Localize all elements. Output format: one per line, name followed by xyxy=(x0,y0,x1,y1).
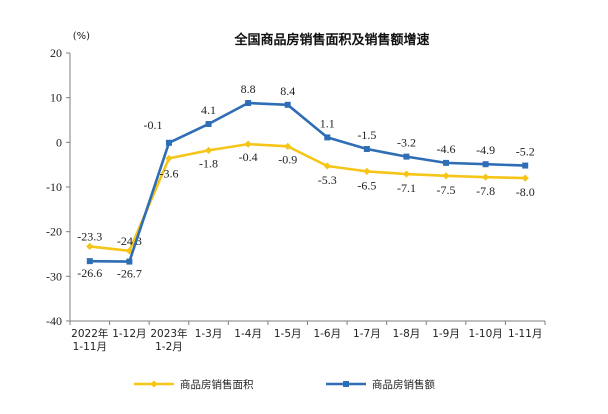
data-point xyxy=(403,153,410,160)
data-point xyxy=(402,170,411,178)
x-tick-label: 1-11月 xyxy=(73,341,107,353)
data-point xyxy=(245,100,252,107)
series-line xyxy=(89,142,526,253)
x-tick-label: 1-10月 xyxy=(468,328,502,340)
data-label: 4.1 xyxy=(201,103,216,117)
data-point xyxy=(482,161,489,168)
data-label: -0.4 xyxy=(239,150,258,164)
x-tick-label: 1-3月 xyxy=(195,328,223,340)
data-point xyxy=(482,173,490,181)
y-tick-label: 20 xyxy=(50,46,62,60)
y-tick-label: 10 xyxy=(50,91,62,105)
data-point xyxy=(204,146,213,154)
data-point xyxy=(244,140,252,148)
data-point xyxy=(205,121,212,128)
data-label: -7.8 xyxy=(476,184,495,198)
legend-label: 商品房销售额 xyxy=(372,378,435,391)
data-label: -0.1 xyxy=(143,118,162,132)
data-label: -1.5 xyxy=(357,128,376,142)
series-layer: -23.3 -24.3-3.6-1.8 -0.4 -0.9-5.3 -6.5 -7.1 -7… xyxy=(77,82,534,281)
chart-title: 全国商品房销售面积及销售额增速 xyxy=(233,32,429,48)
data-label: -3.2 xyxy=(397,136,416,150)
data-point xyxy=(522,162,529,169)
y-axis-unit: (%) xyxy=(73,31,90,42)
x-tick-label: 1-6月 xyxy=(313,328,341,340)
data-label: -6.5 xyxy=(357,178,376,192)
x-tick-label: 1-8月 xyxy=(393,328,421,340)
x-tick-label: 1-12月 xyxy=(112,328,146,340)
data-label: -8.0 xyxy=(516,185,535,199)
data-point xyxy=(165,154,173,163)
data-label: -1.8 xyxy=(199,156,218,170)
data-label: 8.8 xyxy=(241,82,256,96)
data-label: -23.3 xyxy=(77,229,102,243)
legend-marker xyxy=(150,380,158,388)
data-label: 8.4 xyxy=(280,84,295,98)
series-area: -23.3 -24.3-3.6-1.8 -0.4 -0.9-5.3 -6.5 -7.1 -7… xyxy=(77,140,535,255)
series-line xyxy=(89,101,526,263)
data-label: -5.3 xyxy=(318,173,337,187)
data-point xyxy=(284,101,291,108)
series-sales: -26.6 -26.7 -0.1 4.1 8.8 8.4 1.1 -1.5 -3.2 -4.6 -4… xyxy=(77,82,534,281)
x-tick-label: 1-9月 xyxy=(432,328,460,340)
data-point xyxy=(521,174,529,182)
legend-item: 商品房销售额 xyxy=(326,378,435,391)
x-tick-label: 1-11月 xyxy=(508,328,542,340)
x-tick-label: 1-2月 xyxy=(155,341,183,353)
y-tick-label: -40 xyxy=(46,314,62,328)
data-point xyxy=(165,139,172,146)
legend-item: 商品房销售面积 xyxy=(134,378,254,391)
y-tick-label: -30 xyxy=(46,269,62,283)
legend-label: 商品房销售面积 xyxy=(180,378,254,391)
data-label: -7.5 xyxy=(437,183,456,197)
data-label: -26.6 xyxy=(77,266,102,280)
x-tick-label: 2023年 xyxy=(150,327,187,340)
data-point xyxy=(443,159,450,166)
data-point xyxy=(284,142,292,150)
data-point xyxy=(363,167,371,175)
data-point xyxy=(324,134,331,141)
data-label: -0.9 xyxy=(278,152,297,166)
data-label: -7.1 xyxy=(397,181,416,195)
data-point xyxy=(126,258,133,265)
x-tick-label: 1-7月 xyxy=(353,328,381,340)
y-tick-label: 0 xyxy=(56,135,62,149)
y-tick-label: -20 xyxy=(46,225,62,239)
data-label: -26.7 xyxy=(117,267,142,281)
data-point xyxy=(86,258,93,265)
x-tick-label: 1-4月 xyxy=(234,328,262,340)
x-tick-label: 2022年 xyxy=(71,327,108,340)
legend: 商品房销售面积 商品房销售额 xyxy=(134,378,435,391)
data-point xyxy=(363,146,370,153)
data-label: -5.2 xyxy=(516,145,535,159)
data-point xyxy=(86,242,94,251)
x-tick-label: 1-5月 xyxy=(274,328,302,340)
data-label: -3.6 xyxy=(159,166,178,180)
data-label: 1.1 xyxy=(320,116,335,130)
data-point xyxy=(323,162,331,170)
data-point xyxy=(442,172,450,180)
y-tick-label: -10 xyxy=(46,180,62,194)
data-label: -4.9 xyxy=(476,143,495,157)
data-label: -4.6 xyxy=(437,142,456,156)
legend-marker xyxy=(343,381,349,387)
